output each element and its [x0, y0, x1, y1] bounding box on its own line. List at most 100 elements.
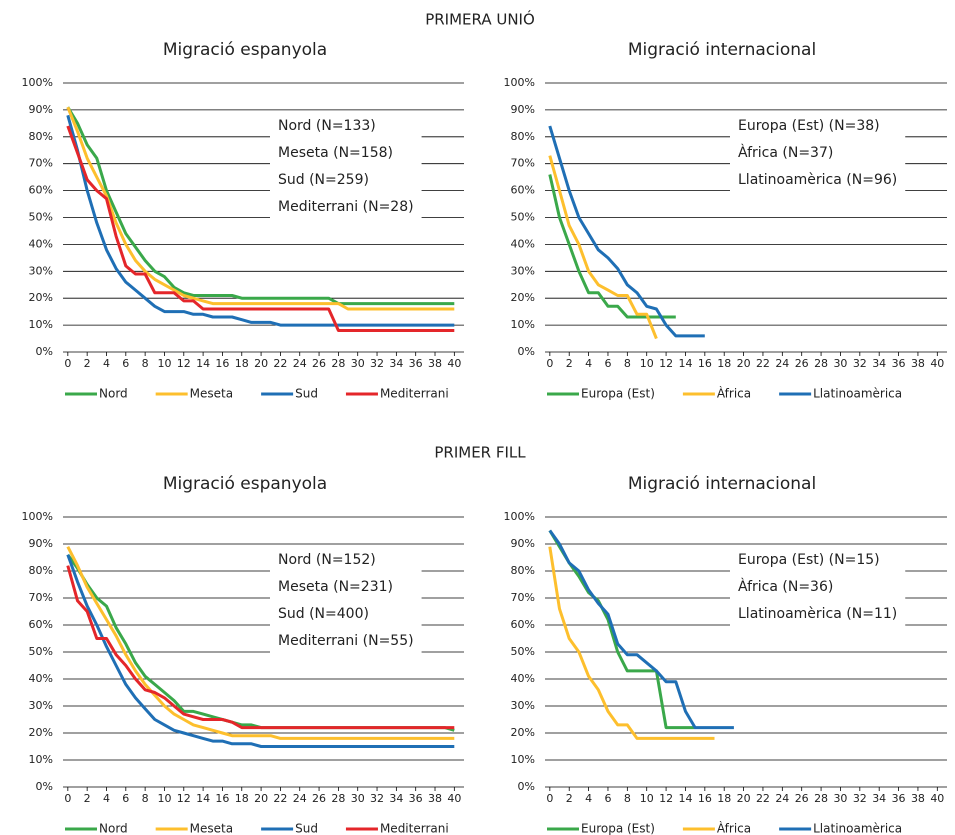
x-tick-label: 26 — [795, 357, 809, 370]
legend-label: Llatinoamèrica — [813, 387, 902, 401]
x-tick-label: 16 — [215, 357, 229, 370]
x-tick-label: 26 — [795, 792, 809, 805]
legend-label: Sud — [295, 822, 318, 835]
y-tick-label: 40% — [511, 672, 535, 685]
y-tick-label: 0% — [36, 780, 53, 793]
x-tick-label: 4 — [103, 792, 110, 805]
x-tick-label: 18 — [717, 792, 731, 805]
legend-label: Llatinoamèrica — [813, 822, 902, 835]
x-tick-label: 10 — [157, 792, 171, 805]
x-tick-label: 2 — [566, 792, 573, 805]
x-tick-label: 16 — [698, 357, 712, 370]
x-tick-label: 34 — [389, 357, 403, 370]
x-tick-label: 20 — [254, 357, 268, 370]
y-tick-label: 60% — [511, 618, 535, 631]
x-tick-label: 36 — [892, 792, 906, 805]
x-tick-label: 10 — [157, 357, 171, 370]
x-tick-label: 28 — [814, 357, 828, 370]
series-line — [66, 546, 455, 740]
y-tick-label: 80% — [29, 130, 53, 143]
series-line — [548, 155, 658, 340]
annotation: Meseta (N=231) — [278, 579, 393, 595]
annotation: Europa (Est) (N=15) — [738, 552, 880, 568]
series-line — [66, 554, 455, 748]
y-tick-label: 0% — [518, 345, 535, 358]
x-tick-label: 10 — [640, 357, 654, 370]
x-tick-label: 26 — [312, 357, 326, 370]
y-tick-label: 20% — [511, 726, 535, 739]
x-tick-label: 12 — [659, 357, 673, 370]
series-line — [548, 529, 696, 730]
x-tick-label: 24 — [293, 357, 307, 370]
y-tick-label: 20% — [29, 291, 53, 304]
chart-title: Migració espanyola — [163, 40, 327, 60]
x-tick-label: 6 — [122, 357, 129, 370]
y-tick-label: 50% — [511, 645, 535, 658]
legend-label: Nord — [99, 822, 128, 835]
y-tick-label: 20% — [29, 726, 53, 739]
x-tick-label: 14 — [196, 357, 210, 370]
x-tick-label: 28 — [331, 357, 345, 370]
series-line — [66, 106, 455, 311]
x-tick-label: 2 — [84, 792, 91, 805]
y-tick-label: 40% — [511, 237, 535, 250]
legend-label: Meseta — [190, 387, 233, 401]
x-tick-label: 28 — [814, 792, 828, 805]
annotation-box — [270, 546, 422, 656]
series-line — [66, 125, 455, 332]
annotation: Àfrica (N=37) — [738, 144, 833, 161]
y-tick-label: 90% — [511, 537, 535, 550]
y-tick-label: 60% — [29, 618, 53, 631]
x-tick-label: 10 — [640, 792, 654, 805]
annotation: Àfrica (N=36) — [738, 578, 833, 595]
y-tick-label: 80% — [29, 564, 53, 577]
legend-label: Àfrica — [717, 821, 751, 835]
y-tick-label: 80% — [511, 130, 535, 143]
annotation: Llatinoamèrica (N=96) — [738, 172, 897, 188]
y-tick-label: 100% — [22, 76, 53, 89]
annotation: Nord (N=133) — [278, 118, 376, 134]
x-tick-label: 16 — [698, 792, 712, 805]
annotation: Mediterrani (N=55) — [278, 633, 414, 649]
x-tick-label: 8 — [142, 357, 149, 370]
series-line — [66, 565, 455, 730]
y-tick-label: 30% — [511, 264, 535, 277]
legend-label: Mediterrani — [380, 822, 449, 835]
y-tick-label: 50% — [29, 645, 53, 658]
x-tick-label: 32 — [370, 357, 384, 370]
x-tick-label: 34 — [872, 792, 886, 805]
x-tick-label: 40 — [930, 357, 944, 370]
chart-title: Migració internacional — [628, 40, 816, 60]
y-tick-label: 90% — [511, 103, 535, 116]
y-tick-label: 0% — [36, 345, 53, 358]
x-tick-label: 38 — [428, 792, 442, 805]
x-tick-label: 34 — [872, 357, 886, 370]
x-tick-label: 26 — [312, 792, 326, 805]
y-tick-label: 70% — [29, 591, 53, 604]
x-tick-label: 14 — [196, 792, 210, 805]
y-tick-label: 30% — [511, 699, 535, 712]
legend-label: Europa (Est) — [581, 387, 655, 401]
y-tick-label: 70% — [511, 157, 535, 170]
annotation-box — [270, 112, 422, 222]
x-tick-label: 4 — [585, 357, 592, 370]
y-tick-label: 50% — [29, 211, 53, 224]
x-tick-label: 30 — [351, 792, 365, 805]
x-tick-label: 24 — [775, 792, 789, 805]
series-line — [548, 125, 705, 338]
x-tick-label: 30 — [351, 357, 365, 370]
series-line — [548, 174, 676, 319]
y-tick-label: 40% — [29, 672, 53, 685]
legend-label: Nord — [99, 387, 128, 401]
x-tick-label: 28 — [331, 792, 345, 805]
annotation: Mediterrani (N=28) — [278, 199, 414, 215]
y-tick-label: 40% — [29, 237, 53, 250]
y-tick-label: 60% — [511, 184, 535, 197]
y-tick-label: 70% — [29, 157, 53, 170]
annotation-box — [730, 112, 906, 195]
annotation: Europa (Est) (N=38) — [738, 118, 880, 134]
x-tick-label: 12 — [177, 357, 191, 370]
x-tick-label: 2 — [566, 357, 573, 370]
y-tick-label: 0% — [518, 780, 535, 793]
x-tick-label: 24 — [293, 792, 307, 805]
